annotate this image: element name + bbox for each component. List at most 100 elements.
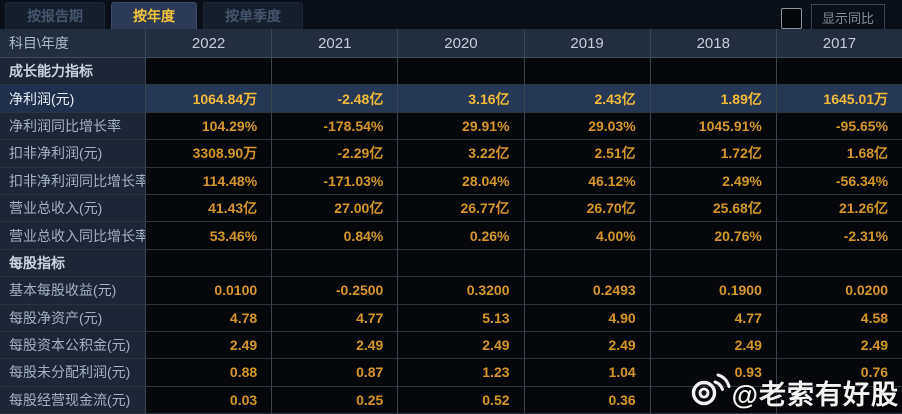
table-cell: 114.48% bbox=[145, 167, 272, 195]
row-label: 扣非净利润(元) bbox=[0, 140, 145, 168]
table-cell: 46.12% bbox=[523, 167, 650, 195]
table-row[interactable]: 营业总收入(元) 41.43亿 27.00亿 26.77亿 26.70亿 25.68亿 21… bbox=[0, 194, 902, 223]
table-section-row: 每股指标 bbox=[0, 249, 902, 278]
table-cell: 21.26亿 bbox=[775, 194, 902, 223]
table-cell bbox=[271, 249, 398, 278]
table-cell: -178.54% bbox=[271, 112, 398, 141]
table-cell: 0.52 bbox=[397, 386, 524, 414]
row-label: 营业总收入同比增长率 bbox=[0, 222, 145, 250]
table-row[interactable]: 营业总收入同比增长率 53.46% 0.84% 0.26% 4.00% 20.76% -2.… bbox=[0, 222, 902, 250]
table-cell: 2.49 bbox=[397, 331, 524, 360]
row-label: 每股净资产(元) bbox=[0, 304, 145, 332]
table-cell: 2.49 bbox=[145, 331, 272, 360]
show-yoy-checkbox[interactable] bbox=[780, 7, 802, 29]
table-cell: -2.29亿 bbox=[271, 140, 398, 168]
tab-by-year[interactable]: 按年度 bbox=[111, 2, 197, 29]
table-cell: 2.49 bbox=[649, 331, 776, 360]
period-tabbar: 按报告期 按年度 按单季度 显示同比 bbox=[0, 0, 902, 32]
table-cell: 26.70亿 bbox=[523, 194, 650, 223]
table-cell bbox=[145, 58, 272, 86]
table-section-row: 成长能力指标 bbox=[0, 58, 902, 86]
table-cell: 4.58 bbox=[775, 304, 902, 332]
table-cell: 41.43亿 bbox=[145, 194, 272, 223]
table-cell: -95.65% bbox=[775, 112, 902, 141]
table-cell: 2.49% bbox=[649, 167, 776, 195]
row-label: 每股资本公积金(元) bbox=[0, 331, 145, 360]
table-cell bbox=[523, 58, 650, 86]
table-cell: 2.49 bbox=[523, 331, 650, 360]
tab-by-quarter[interactable]: 按单季度 bbox=[203, 2, 303, 29]
year-column-header: 2020 bbox=[397, 29, 523, 57]
table-cell: 0.0100 bbox=[145, 277, 272, 305]
table-cell bbox=[775, 249, 902, 278]
table-cell: 4.90 bbox=[523, 304, 650, 332]
table-row[interactable]: 每股经营现金流(元) 0.03 0.25 0.52 0.36 bbox=[0, 386, 902, 414]
table-cell: 4.77 bbox=[649, 304, 776, 332]
table-cell: 1064.84万 bbox=[145, 85, 272, 113]
show-yoy-label[interactable]: 显示同比 bbox=[810, 4, 885, 32]
table-cell: 1645.01万 bbox=[775, 85, 902, 113]
yoy-controls: 显示同比 bbox=[780, 4, 885, 32]
table-cell: 2.51亿 bbox=[523, 140, 650, 168]
row-label: 扣非净利润同比增长率 bbox=[0, 167, 145, 195]
table-cell bbox=[649, 386, 776, 414]
table-cell: 1.68亿 bbox=[775, 140, 902, 168]
year-column-header: 2019 bbox=[523, 29, 650, 57]
table-cell: -2.31% bbox=[775, 222, 902, 250]
corner-header: 科目\年度 bbox=[9, 35, 69, 51]
table-cell bbox=[649, 249, 776, 278]
table-cell: 0.84% bbox=[271, 222, 398, 250]
table-cell: 4.77 bbox=[271, 304, 398, 332]
table-cell: 1.89亿 bbox=[649, 85, 776, 113]
table-cell: 0.1900 bbox=[649, 277, 776, 305]
table-row[interactable]: 每股净资产(元) 4.78 4.77 5.13 4.90 4.77 4.58 bbox=[0, 304, 902, 332]
table-row[interactable]: 净利润同比增长率 104.29% -178.54% 29.91% 29.03% 1045.… bbox=[0, 112, 902, 141]
table-row[interactable]: 扣非净利润同比增长率 114.48% -171.03% 28.04% 46.12% 2.4… bbox=[0, 167, 902, 195]
table-cell: 0.0200 bbox=[775, 277, 902, 305]
table-row[interactable]: 每股未分配利润(元) 0.88 0.87 1.23 1.04 0.93 0.76 bbox=[0, 359, 902, 387]
table-cell: 1.04 bbox=[523, 359, 650, 387]
table-cell: 4.78 bbox=[145, 304, 272, 332]
table-cell: -2.48亿 bbox=[271, 85, 398, 113]
row-label: 每股未分配利润(元) bbox=[0, 359, 145, 387]
table-cell: 3308.90万 bbox=[145, 140, 272, 168]
table-cell: 0.88 bbox=[145, 359, 272, 387]
table-cell: 0.03 bbox=[145, 386, 272, 414]
table-cell: 20.76% bbox=[649, 222, 776, 250]
table-cell: 0.36 bbox=[523, 386, 650, 414]
table-row[interactable]: 基本每股收益(元) 0.0100 -0.2500 0.3200 0.2493 0.1900… bbox=[0, 277, 902, 305]
table-cell: 29.03% bbox=[523, 112, 650, 141]
year-column-header: 2018 bbox=[649, 29, 776, 57]
tab-by-report-period[interactable]: 按报告期 bbox=[5, 2, 105, 29]
table-header-row: 科目\年度 2022 2021 2020 2019 2018 2017 bbox=[0, 29, 902, 58]
section-label: 成长能力指标 bbox=[0, 58, 145, 86]
year-column-header: 2022 bbox=[145, 29, 271, 57]
table-row[interactable]: 扣非净利润(元) 3308.90万 -2.29亿 3.22亿 2.51亿 1.72亿 1.6… bbox=[0, 140, 902, 168]
table-cell: 1045.91% bbox=[649, 112, 776, 141]
table-cell: 28.04% bbox=[397, 167, 524, 195]
table-cell: -171.03% bbox=[271, 167, 398, 195]
row-label: 基本每股收益(元) bbox=[0, 277, 145, 305]
year-column-header: 2021 bbox=[271, 29, 397, 57]
table-body: 成长能力指标 净利润(元) 1064.84万 -2.48亿 3.16亿 2.43亿 1.89… bbox=[0, 58, 902, 414]
row-label: 净利润(元) bbox=[0, 85, 145, 113]
table-cell bbox=[523, 249, 650, 278]
year-column-header: 2017 bbox=[775, 29, 902, 57]
table-cell: 2.49 bbox=[271, 331, 398, 360]
table-cell: 3.22亿 bbox=[397, 140, 524, 168]
table-cell: 25.68亿 bbox=[649, 194, 776, 223]
table-cell bbox=[775, 58, 902, 86]
table-cell: 1.23 bbox=[397, 359, 524, 387]
table-cell: 0.3200 bbox=[397, 277, 524, 305]
table-cell bbox=[649, 58, 776, 86]
table-row[interactable]: 每股资本公积金(元) 2.49 2.49 2.49 2.49 2.49 2.49 bbox=[0, 331, 902, 360]
table-cell: 1.72亿 bbox=[649, 140, 776, 168]
table-cell: 3.16亿 bbox=[397, 85, 524, 113]
row-label: 每股经营现金流(元) bbox=[0, 386, 145, 414]
table-cell: 0.93 bbox=[649, 359, 776, 387]
table-cell: 0.26% bbox=[397, 222, 524, 250]
table-row[interactable]: 净利润(元) 1064.84万 -2.48亿 3.16亿 2.43亿 1.89亿 1645.… bbox=[0, 85, 902, 113]
section-label: 每股指标 bbox=[0, 249, 145, 278]
row-label: 营业总收入(元) bbox=[0, 194, 145, 223]
